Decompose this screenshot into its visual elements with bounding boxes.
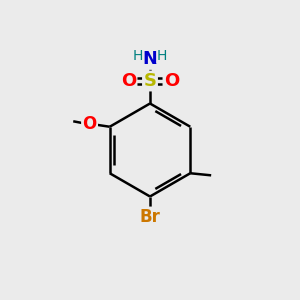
- Text: H: H: [133, 49, 143, 63]
- Text: N: N: [142, 50, 158, 68]
- Text: S: S: [143, 72, 157, 90]
- Text: O: O: [121, 72, 136, 90]
- Text: O: O: [82, 115, 97, 133]
- Text: H: H: [157, 49, 167, 63]
- Text: Br: Br: [140, 208, 160, 226]
- Text: O: O: [164, 72, 179, 90]
